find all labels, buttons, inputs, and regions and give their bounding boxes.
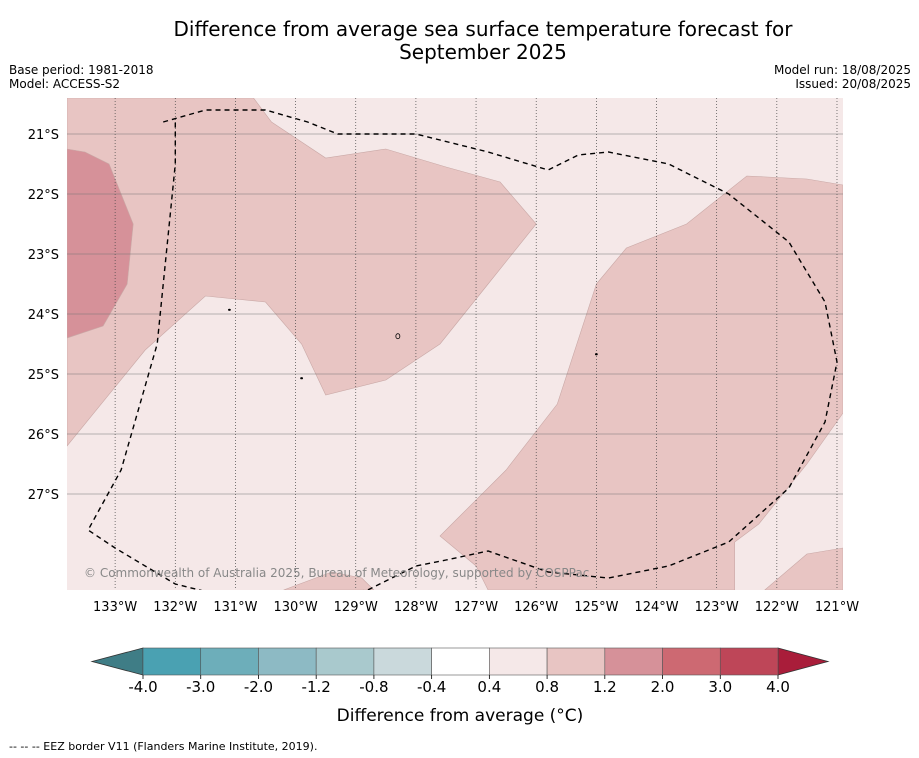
colorbar-bin (604, 647, 663, 676)
island-mark (594, 353, 598, 356)
colorbar-tick-label: 0.4 (477, 678, 501, 696)
issued-text: Issued: 20/08/2025 (795, 77, 911, 91)
latitude-tick-label: 24°S (28, 308, 59, 323)
eez-border-note: -- -- -- EEZ border V11 (Flanders Marine… (9, 740, 318, 753)
colorbar-bin (200, 647, 259, 676)
colorbar: -4.0 -3.0 -2.0 -1.2 -0.8 -0.4 0.4 0.8 1.2 2.0 3.0 4… (90, 647, 830, 726)
longitude-tick-label: 129°W (334, 600, 378, 615)
map-title-line1: Difference from average sea surface temp… (173, 17, 793, 41)
colorbar-bin (431, 647, 490, 676)
colorbar-tick-label: 2.0 (651, 678, 675, 696)
eez-border-line (87, 109, 838, 590)
colorbar-bin (373, 647, 432, 676)
colorbar-tick-label: -3.0 (186, 678, 215, 696)
longitude-tick-label: 128°W (394, 600, 438, 615)
base-period-text: Base period: 1981-2018 (9, 63, 154, 77)
anomaly-region-3 (764, 547, 843, 590)
colorbar-bin (258, 647, 317, 676)
longitude-tick-label: 125°W (574, 600, 618, 615)
colorbar-tick-label: 4.0 (766, 678, 790, 696)
colorbar-tick-label: -4.0 (128, 678, 157, 696)
longitude-tick-label: 130°W (274, 600, 318, 615)
latitude-tick-label: 23°S (28, 248, 59, 263)
run-info: Model run: 18/08/2025 Issued: 20/08/2025 (774, 63, 911, 91)
colorbar-extend-min (90, 647, 144, 676)
latitude-tick-label: 27°S (28, 488, 59, 503)
copyright-text: © Commonwealth of Australia 2025, Bureau… (84, 566, 589, 580)
colorbar-label: Difference from average (°C) (337, 706, 584, 726)
map-title: Difference from average sea surface temp… (0, 18, 919, 64)
longitude-tick-label: 127°W (454, 600, 498, 615)
colorbar-tick-label: 1.2 (593, 678, 617, 696)
island-mark (300, 377, 304, 380)
colorbar-tick-label: -2.0 (244, 678, 273, 696)
colorbar-bin (662, 647, 721, 676)
model-text: Model: ACCESS-S2 (9, 77, 121, 91)
base-info: Base period: 1981-2018 Model: ACCESS-S2 (9, 63, 154, 91)
anomaly-region-4 (283, 571, 375, 590)
longitude-tick-label: 121°W (815, 600, 859, 615)
colorbar-bin (315, 647, 375, 676)
longitude-tick-label: 126°W (514, 600, 558, 615)
colorbar-tick-label: -0.8 (359, 678, 388, 696)
longitude-tick-label: 131°W (213, 600, 257, 615)
colorbar-bin (489, 647, 548, 676)
colorbar-bin (142, 647, 202, 676)
map-title-line2: September 2025 (399, 40, 567, 64)
island-mark (228, 308, 231, 311)
colorbar-extend-max (777, 647, 830, 676)
longitude-tick-label: 132°W (153, 600, 197, 615)
longitude-tick-label: 122°W (755, 600, 799, 615)
latitude-tick-label: 25°S (28, 368, 59, 383)
latitude-tick-label: 21°S (28, 128, 59, 143)
map-area: © Commonwealth of Australia 2025, Bureau… (28, 98, 859, 615)
colorbar-bin (546, 647, 606, 676)
colorbar-bin (719, 647, 779, 676)
latitude-tick-label: 26°S (28, 428, 59, 443)
longitude-tick-label: 133°W (93, 600, 137, 615)
colorbar-tick-label: -1.2 (302, 678, 331, 696)
anomaly-region-2 (439, 175, 843, 590)
colorbar-tick-label: 3.0 (708, 678, 732, 696)
longitude-tick-label: 123°W (695, 600, 739, 615)
model-run-text: Model run: 18/08/2025 (773, 63, 911, 77)
colorbar-tick-label: 0.8 (535, 678, 559, 696)
island-mark (395, 333, 401, 340)
map-content: © Commonwealth of Australia 2025, Bureau… (67, 98, 843, 590)
latitude-tick-label: 22°S (28, 188, 59, 203)
longitude-tick-label: 124°W (634, 600, 678, 615)
colorbar-tick-label: -0.4 (417, 678, 446, 696)
